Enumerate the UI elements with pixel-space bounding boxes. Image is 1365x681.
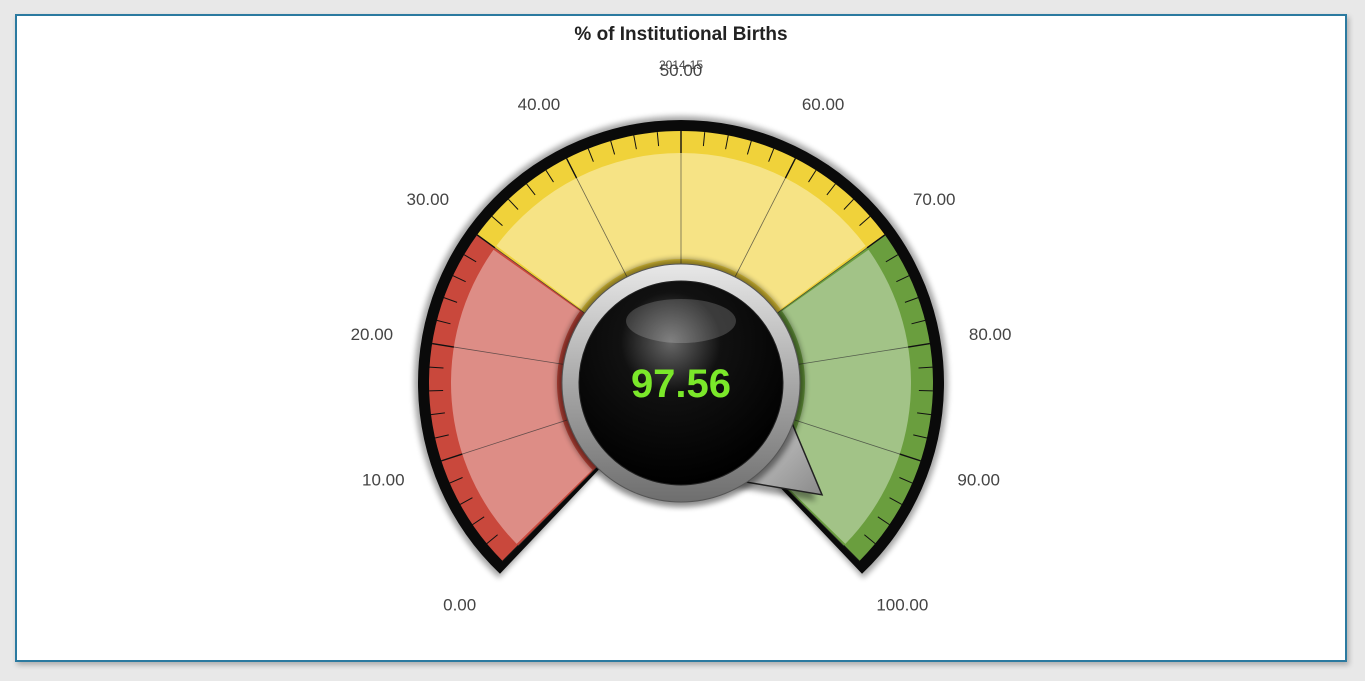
gauge-division-line	[776, 234, 886, 314]
gauge-minor-tick	[508, 198, 519, 210]
gauge-minor-tick	[545, 169, 554, 183]
gauge-tick-label: 30.00	[407, 190, 450, 209]
gauge-minor-tick	[459, 497, 473, 505]
gauge-minor-tick	[843, 198, 854, 210]
gauge-minor-tick	[859, 215, 871, 226]
gauge-tick-label: 100.00	[876, 595, 928, 614]
gauge-major-tick	[866, 234, 886, 249]
gauge-major-tick	[565, 158, 578, 179]
gauge-minor-tick	[463, 254, 477, 263]
gauge-tick-label: 40.00	[518, 95, 561, 114]
gauge-minor-tick	[443, 297, 458, 303]
gauge-division-line	[432, 343, 565, 365]
gauge-range-gloss	[451, 249, 593, 544]
gauge-minor-tick	[633, 135, 637, 150]
gauge-minor-tick	[430, 412, 445, 416]
chart-title: % of Institutional Births	[574, 24, 788, 45]
gauge-major-tick	[899, 453, 921, 462]
gauge-minor-tick	[913, 434, 928, 439]
gauge-major-tick	[843, 545, 860, 562]
gauge-minor-tick	[877, 516, 890, 526]
gauge-minor-tick	[918, 366, 933, 369]
gauge-division-line	[793, 419, 921, 462]
gauge-minor-tick	[452, 275, 466, 283]
gauge-minor-tick	[472, 516, 485, 526]
gauge-value-label: 97.56	[631, 362, 731, 406]
gauge-minor-tick	[889, 497, 903, 505]
gauge-tick-label: 0.00	[443, 595, 476, 614]
gauge-division-line	[797, 343, 930, 365]
gauge-tick-label: 70.00	[913, 190, 956, 209]
gauge-minor-tick	[768, 148, 775, 162]
gauge-minor-tick	[885, 254, 899, 263]
gauge-division-line	[734, 158, 796, 279]
gauge-hub	[578, 280, 784, 486]
gauge-minor-tick	[587, 148, 594, 162]
gauge-division-line	[441, 419, 569, 462]
gauge-tick-label: 80.00	[969, 325, 1012, 344]
gauge-major-tick	[908, 342, 931, 348]
gauge-minor-tick	[826, 183, 836, 196]
gauge-minor-tick	[808, 169, 817, 183]
gauge-minor-tick	[904, 297, 919, 303]
gauge-major-tick	[784, 158, 797, 179]
gauge-major-tick	[441, 453, 463, 462]
gauge-major-tick	[431, 342, 454, 348]
gauge-minor-tick	[656, 132, 660, 147]
gauge-tick-label: 10.00	[362, 471, 405, 490]
gauge-minor-tick	[486, 534, 498, 545]
gauge-tick-label: 50.00	[660, 61, 703, 80]
gauge-minor-tick	[899, 477, 913, 484]
gauge-minor-tick	[449, 477, 463, 484]
gauge-minor-tick	[725, 135, 729, 150]
gauge-tick-label: 60.00	[802, 95, 845, 114]
gauge-hub-gloss	[626, 299, 736, 343]
gauge-minor-tick	[896, 275, 910, 283]
gauge-minor-tick	[526, 183, 536, 196]
gauge-minor-tick	[911, 319, 926, 325]
gauge-division-line	[476, 234, 586, 314]
gauge-minor-tick	[917, 412, 932, 416]
gauge-division-line	[566, 158, 628, 279]
gauge-minor-tick	[610, 140, 616, 155]
gauge-tick-label: 20.00	[351, 325, 394, 344]
gauge-tick-label: 90.00	[957, 471, 1000, 490]
gauge-minor-tick	[702, 132, 706, 147]
gauge-minor-tick	[864, 534, 876, 545]
gauge-major-tick	[476, 234, 496, 249]
chart-subtitle: 2014-15	[658, 58, 704, 72]
gauge-minor-tick	[491, 215, 503, 226]
gauge-minor-tick	[434, 434, 449, 439]
gauge-major-tick	[502, 545, 519, 562]
gauge-minor-tick	[746, 140, 752, 155]
gauge-division-line	[502, 466, 598, 562]
gauge-minor-tick	[436, 319, 451, 325]
gauge-minor-tick	[429, 366, 444, 369]
gauge-range-band	[429, 234, 598, 562]
